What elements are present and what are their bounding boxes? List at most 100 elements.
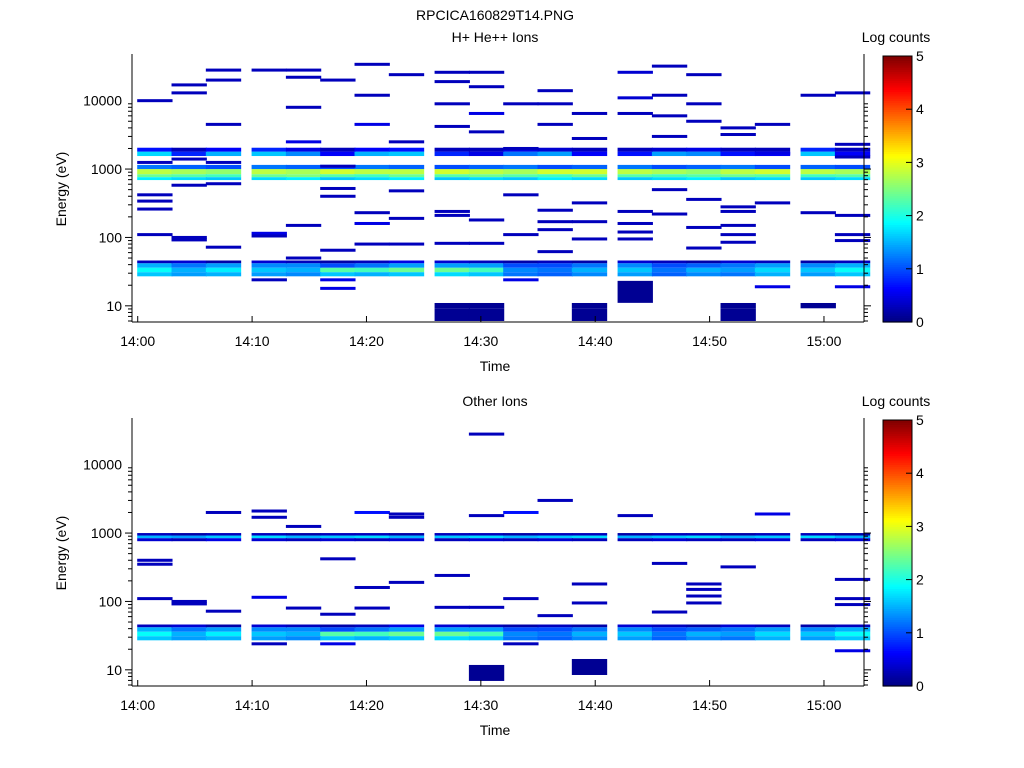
- heatmap-cell: [205, 164, 242, 170]
- heatmap-cell: [388, 631, 425, 637]
- colorbar-segment: [883, 553, 912, 556]
- heatmap-cell: [686, 260, 722, 264]
- heatmap-cell: [686, 119, 722, 123]
- panel-title: Other Ions: [462, 393, 527, 409]
- heatmap-cell: [388, 260, 425, 264]
- colorbar-segment: [883, 448, 912, 452]
- heatmap-cell: [251, 164, 287, 170]
- colorbar-segment: [883, 315, 912, 319]
- heatmap-cell: [354, 62, 390, 66]
- heatmap-cell: [617, 230, 653, 234]
- heatmap-cell: [720, 223, 756, 227]
- heatmap-cell: [171, 267, 207, 273]
- heatmap-cell: [171, 631, 207, 637]
- heatmap-cell: [617, 267, 653, 273]
- heatmap-cell: [503, 260, 539, 264]
- heatmap-cell: [537, 220, 573, 224]
- heatmap-cell: [171, 157, 207, 161]
- heatmap-cell: [834, 624, 871, 628]
- heatmap-cell: [617, 514, 653, 518]
- heatmap-cell: [137, 193, 173, 197]
- heatmap-cell: [205, 636, 242, 641]
- colorbar-segment: [883, 146, 912, 150]
- heatmap-cell: [686, 624, 722, 628]
- heatmap-cell: [251, 169, 287, 175]
- heatmap-cell: [720, 164, 756, 170]
- heatmap-cell: [388, 627, 425, 632]
- heatmap-cell: [205, 624, 242, 628]
- colorbar-segment: [883, 184, 912, 188]
- heatmap-cell: [571, 174, 608, 178]
- heatmap-cell: [468, 260, 505, 264]
- heatmap-cell: [251, 174, 287, 178]
- heatmap-cell: [320, 557, 356, 561]
- heatmap-cell: [251, 234, 287, 238]
- heatmap-cell: [571, 636, 608, 641]
- heatmap-cell: [320, 286, 356, 290]
- colorbar-segment: [883, 524, 912, 527]
- colorbar-tick-label: 5: [916, 412, 924, 428]
- heatmap-cell: [800, 169, 836, 175]
- heatmap-cell: [503, 624, 539, 628]
- heatmap-cell: [571, 627, 608, 632]
- heatmap-cell: [720, 302, 756, 309]
- colorbar-segment: [883, 220, 912, 223]
- heatmap-cell: [503, 533, 539, 536]
- heatmap-cell: [137, 562, 173, 566]
- colorbar-segment: [883, 191, 912, 195]
- heatmap-cell: [571, 272, 608, 277]
- heatmap-cell: [834, 239, 871, 243]
- heatmap-cell: [617, 70, 653, 74]
- heatmap-cell: [171, 147, 207, 152]
- heatmap-cell: [617, 260, 653, 264]
- colorbar-segment: [883, 446, 912, 450]
- colorbar-segment: [883, 177, 912, 181]
- colorbar-segment: [883, 666, 912, 669]
- colorbar-segment: [883, 115, 912, 119]
- heatmap-cell: [354, 263, 390, 268]
- colorbar-segment: [883, 208, 912, 212]
- heatmap-cell: [171, 91, 207, 95]
- heatmap-cell: [617, 174, 653, 178]
- colorbar-segment: [883, 71, 912, 75]
- heatmap-cell: [137, 535, 173, 539]
- colorbar-segment: [883, 606, 912, 610]
- heatmap-cell: [754, 627, 791, 632]
- heatmap-cell: [205, 68, 242, 72]
- colorbar-segment: [883, 615, 912, 618]
- heatmap-cell: [434, 263, 470, 268]
- colorbar-segment: [883, 200, 912, 203]
- heatmap-cell: [137, 538, 173, 542]
- y-axis-label: Energy (eV): [53, 516, 69, 591]
- heatmap-cell: [205, 263, 242, 268]
- colorbar-segment: [883, 420, 912, 423]
- heatmap-cell: [834, 597, 871, 601]
- heatmap-cell: [251, 231, 287, 235]
- colorbar-segment: [883, 497, 912, 501]
- colorbar-layer: 0 1 2 3 4 5: [882, 48, 924, 330]
- heatmap-cell: [571, 308, 608, 321]
- x-tick-label: 15:00: [806, 333, 841, 349]
- colorbar-segment: [883, 215, 912, 219]
- heatmap-cell: [320, 278, 356, 282]
- heatmap-cell: [537, 631, 573, 637]
- heatmap-cell: [720, 126, 756, 130]
- heatmap-cell: [468, 302, 505, 309]
- heatmap-cell: [354, 631, 390, 637]
- heatmap-cell: [468, 432, 505, 436]
- heatmap-cell: [205, 260, 242, 264]
- colorbar-segment: [883, 259, 912, 263]
- colorbar-segment: [883, 120, 912, 124]
- heatmap-cell: [171, 164, 207, 170]
- colorbar-segment: [883, 197, 912, 201]
- colorbar-segment: [883, 91, 912, 95]
- heatmap-cell: [434, 267, 470, 273]
- heatmap-cell: [537, 627, 573, 632]
- colorbar-segment: [883, 257, 912, 261]
- heatmap-cell: [503, 278, 539, 282]
- colorbar-segment: [883, 479, 912, 483]
- heatmap-cell: [800, 164, 836, 170]
- colorbar-segment: [883, 186, 912, 190]
- y-tick-label: 100: [99, 229, 123, 245]
- heatmap-cell: [171, 183, 207, 187]
